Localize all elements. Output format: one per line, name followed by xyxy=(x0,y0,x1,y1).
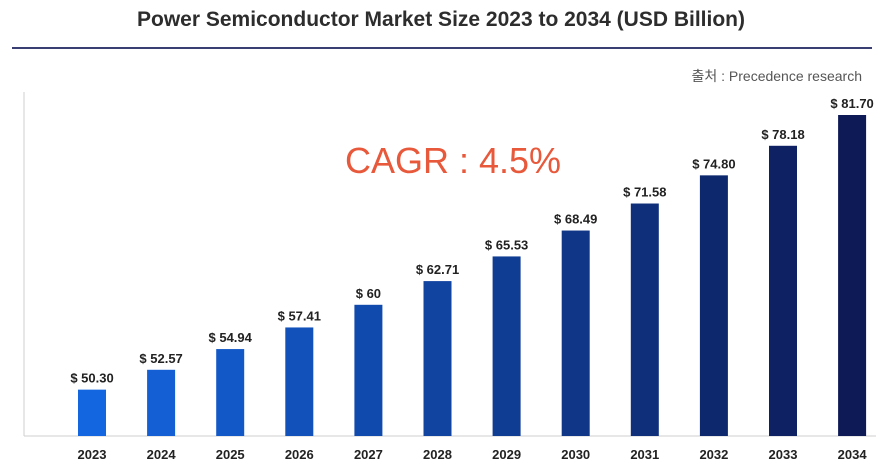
x-tick-label: 2026 xyxy=(285,447,314,462)
bar-value-label: $ 71.58 xyxy=(623,185,666,200)
bar-2029 xyxy=(492,256,521,436)
bar-value-label: $ 54.94 xyxy=(209,330,253,345)
x-tick-label: 2029 xyxy=(492,447,521,462)
bar-2028 xyxy=(423,281,452,436)
bar-2023 xyxy=(78,389,106,436)
bar-value-label: $ 52.57 xyxy=(139,351,182,366)
x-tick-label: 2033 xyxy=(769,447,798,462)
source-note: 출처 : Precedence research xyxy=(691,68,862,84)
bar-value-label: $ 81.70 xyxy=(830,96,873,111)
bar-2032 xyxy=(699,175,728,436)
x-tick-label: 2030 xyxy=(561,447,590,462)
x-tick-label: 2034 xyxy=(838,447,868,462)
x-tick-label: 2031 xyxy=(630,447,659,462)
bar-2024 xyxy=(147,369,176,436)
bar-value-label: $ 62.71 xyxy=(416,262,459,277)
x-tick-label: 2024 xyxy=(147,447,177,462)
bar-2027 xyxy=(354,304,383,436)
bar-2030 xyxy=(561,230,590,436)
bar-2033 xyxy=(769,145,797,436)
chart-title: Power Semiconductor Market Size 2023 to … xyxy=(136,8,745,31)
x-tick-label: 2025 xyxy=(216,447,245,462)
bars-group: $ 50.30 2023 $ 52.57 2024 $ 54.94 2025 $ 57.41… xyxy=(70,96,873,462)
bar-value-label: $ 78.18 xyxy=(761,127,804,142)
x-tick-label: 2027 xyxy=(354,447,383,462)
bar-2026 xyxy=(285,327,314,436)
x-tick-label: 2032 xyxy=(699,447,728,462)
bar-value-label: $ 60 xyxy=(356,286,381,301)
cagr-annotation: CAGR : 4.5% xyxy=(345,140,562,181)
bar-2025 xyxy=(216,349,245,436)
x-tick-label: 2028 xyxy=(423,447,452,462)
bar-2034 xyxy=(838,115,867,436)
bar-value-label: $ 65.53 xyxy=(485,237,528,252)
x-tick-label: 2023 xyxy=(78,447,107,462)
title-divider xyxy=(12,47,872,49)
bar-value-label: $ 50.30 xyxy=(70,371,113,386)
bar-value-label: $ 74.80 xyxy=(692,156,735,171)
bar-value-label: $ 57.41 xyxy=(278,308,321,323)
bar-value-label: $ 68.49 xyxy=(554,212,597,227)
bar-2031 xyxy=(630,203,659,436)
